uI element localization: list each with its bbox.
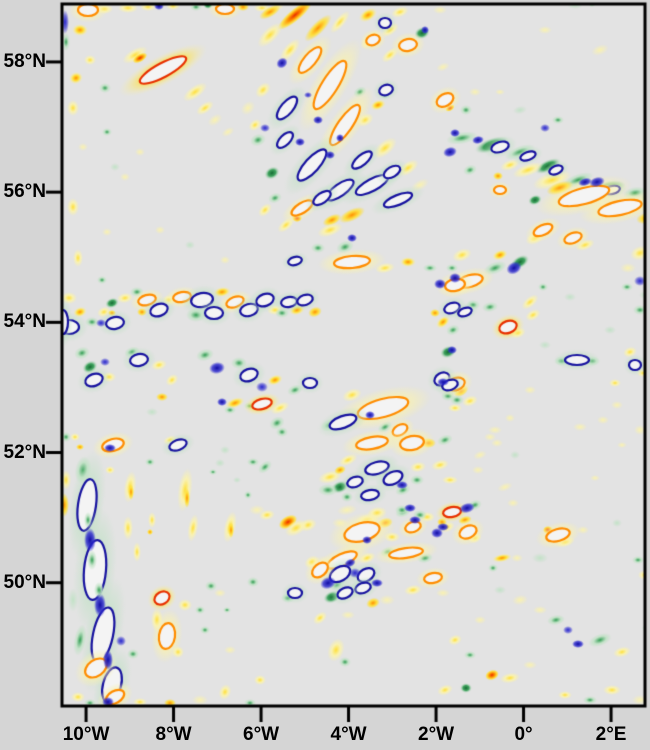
- x-tick-label: 10°W: [62, 724, 110, 745]
- y-tick-label: 50°N: [3, 571, 46, 593]
- y-tick-label: 58°N: [3, 50, 46, 72]
- x-tick-label: 4°W: [330, 724, 367, 745]
- y-tick-label: 52°N: [3, 441, 46, 463]
- y-tick-label: 54°N: [3, 311, 46, 333]
- x-tick-label: 8°W: [155, 724, 192, 745]
- y-tick-label: 56°N: [3, 181, 46, 203]
- x-tick-label: 6°W: [243, 724, 280, 745]
- x-tick-label: 0°: [514, 724, 533, 745]
- x-tick-label: 2°E: [595, 724, 627, 745]
- x-tick-label: 2°W: [418, 724, 455, 745]
